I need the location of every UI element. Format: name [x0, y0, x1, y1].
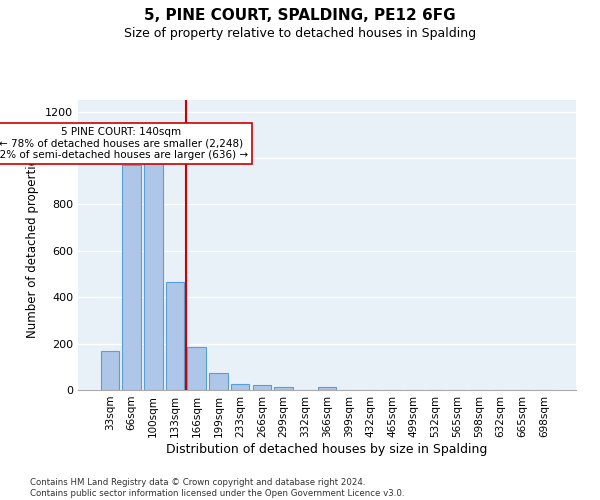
- Text: Distribution of detached houses by size in Spalding: Distribution of detached houses by size …: [166, 442, 488, 456]
- Bar: [101, 350, 119, 390]
- Bar: [122, 166, 141, 390]
- Text: Size of property relative to detached houses in Spalding: Size of property relative to detached ho…: [124, 28, 476, 40]
- Bar: [253, 386, 271, 390]
- Bar: [231, 384, 250, 390]
- Text: 5 PINE COURT: 140sqm
← 78% of detached houses are smaller (2,248)
22% of semi-de: 5 PINE COURT: 140sqm ← 78% of detached h…: [0, 126, 248, 160]
- Text: 5, PINE COURT, SPALDING, PE12 6FG: 5, PINE COURT, SPALDING, PE12 6FG: [144, 8, 456, 22]
- Bar: [274, 387, 293, 390]
- Bar: [318, 387, 336, 390]
- Bar: [166, 282, 184, 390]
- Bar: [187, 347, 206, 390]
- Y-axis label: Number of detached properties: Number of detached properties: [26, 152, 40, 338]
- Text: Contains HM Land Registry data © Crown copyright and database right 2024.
Contai: Contains HM Land Registry data © Crown c…: [30, 478, 404, 498]
- Bar: [144, 160, 163, 390]
- Bar: [209, 372, 227, 390]
